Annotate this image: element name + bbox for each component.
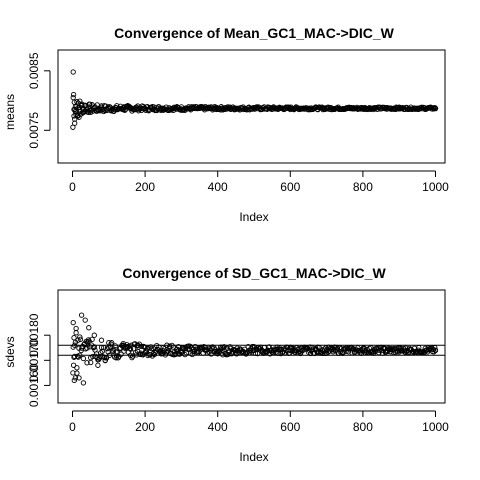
x-tick-label: 800 [353,420,373,434]
y-axis-label: sdevs [3,336,17,367]
y-axis: 0.0075 0.0085 [27,52,50,149]
chart-title: Convergence of SD_GC1_MAC->DIC_W [122,265,386,281]
x-tick-label: 1000 [422,180,449,194]
x-tick-label: 200 [135,180,155,194]
y-tick-label: 0.0085 [27,52,41,89]
x-axis-label: Index [239,210,268,224]
data-point [87,326,91,330]
data-point [71,70,75,74]
data-point [96,363,100,367]
y-tick-label: 0.0075 [27,112,41,149]
x-tick-label: 600 [280,180,300,194]
panel-means: Convergence of Mean_GC1_MAC->DIC_W Index… [3,25,449,224]
panel-sdevs: Convergence of SD_GC1_MAC->DIC_W Index s… [3,265,449,464]
x-tick-label: 400 [208,420,228,434]
data-points [71,70,438,130]
data-point [71,95,75,99]
data-point [81,381,85,385]
x-axis: 0 200 400 600 800 1000 [69,171,449,194]
data-point [74,331,78,335]
chart-title: Convergence of Mean_GC1_MAC->DIC_W [114,25,394,41]
data-point [79,313,83,317]
x-tick-label: 600 [280,420,300,434]
data-point [71,320,75,324]
x-tick-label: 1000 [422,420,449,434]
x-tick-label: 0 [69,180,76,194]
data-point [75,366,79,370]
data-point [83,318,87,322]
data-point [81,356,85,360]
data-point [74,326,78,330]
data-point [99,338,103,342]
data-point [92,333,96,337]
x-axis-label: Index [239,450,268,464]
y-tick-label: 0.00180 [27,313,41,357]
x-tick-label: 200 [135,420,155,434]
x-tick-label: 0 [69,420,76,434]
x-axis: 0 200 400 600 800 1000 [69,411,449,434]
x-tick-label: 800 [353,180,373,194]
x-tick-label: 400 [208,180,228,194]
y-axis-label: means [3,94,17,130]
data-points [71,313,438,385]
